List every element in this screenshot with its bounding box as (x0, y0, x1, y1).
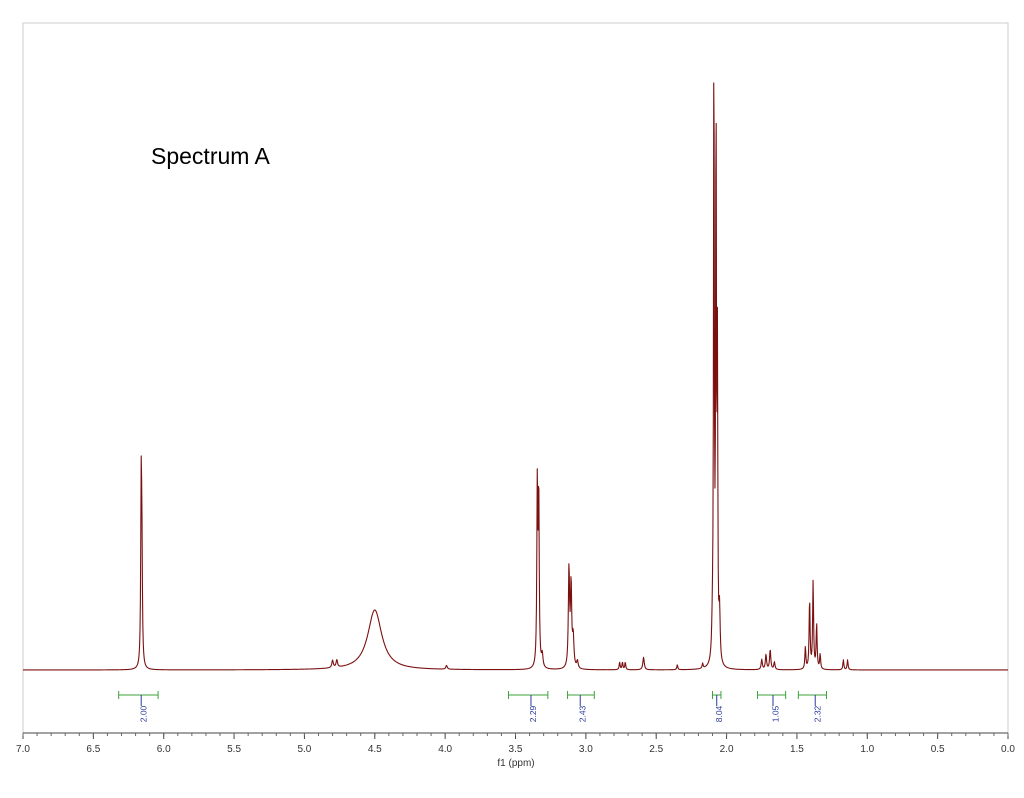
x-tick-label: 2.5 (649, 744, 663, 755)
x-tick-label: 3.5 (509, 744, 523, 755)
x-tick-label: 6.5 (86, 744, 100, 755)
x-tick-label: 0.5 (931, 744, 945, 755)
plot-frame (22, 22, 1009, 734)
integral-bracket: 2.43 (567, 691, 595, 722)
integral-value-label: 1.05 (770, 705, 780, 722)
x-tick-label: 2.0 (720, 744, 734, 755)
spectrum-trace (22, 82, 1009, 671)
integral-value-label: 2.43 (577, 705, 587, 722)
x-tick-label: 5.0 (297, 744, 311, 755)
integrals-group: 2.00 2.29 2.43 8.04 1.05 2.32 (118, 691, 827, 722)
integral-value-label: 2.32 (812, 705, 822, 722)
x-tick-label: 0.0 (1001, 744, 1015, 755)
integral-bracket: 2.00 (118, 691, 159, 722)
integral-value-label: 2.29 (528, 705, 538, 722)
integral-value-label: 2.00 (138, 705, 148, 722)
x-tick-label: 1.5 (790, 744, 804, 755)
integral-bracket: 8.04 (712, 691, 724, 722)
x-axis: 7.0 6.5 6.0 5.5 5.0 4.5 4.0 3.5 3.0 2.5 2.0 1.5 1.0 0… (16, 733, 1015, 755)
x-tick-label: 5.5 (227, 744, 241, 755)
x-tick-label: 7.0 (16, 744, 30, 755)
x-tick-label: 1.0 (860, 744, 874, 755)
x-tick-label: 4.0 (438, 744, 452, 755)
integral-bracket: 2.29 (507, 691, 549, 722)
chart-title: Spectrum A (151, 143, 271, 169)
integral-value-label: 8.04 (714, 705, 724, 722)
x-tick-label: 3.0 (579, 744, 593, 755)
integral-bracket: 1.05 (757, 691, 787, 722)
x-tick-label: 4.5 (368, 744, 382, 755)
integral-bracket: 2.32 (797, 691, 827, 722)
x-tick-label: 6.0 (157, 744, 171, 755)
x-axis-title: f1 (ppm) (497, 758, 534, 769)
